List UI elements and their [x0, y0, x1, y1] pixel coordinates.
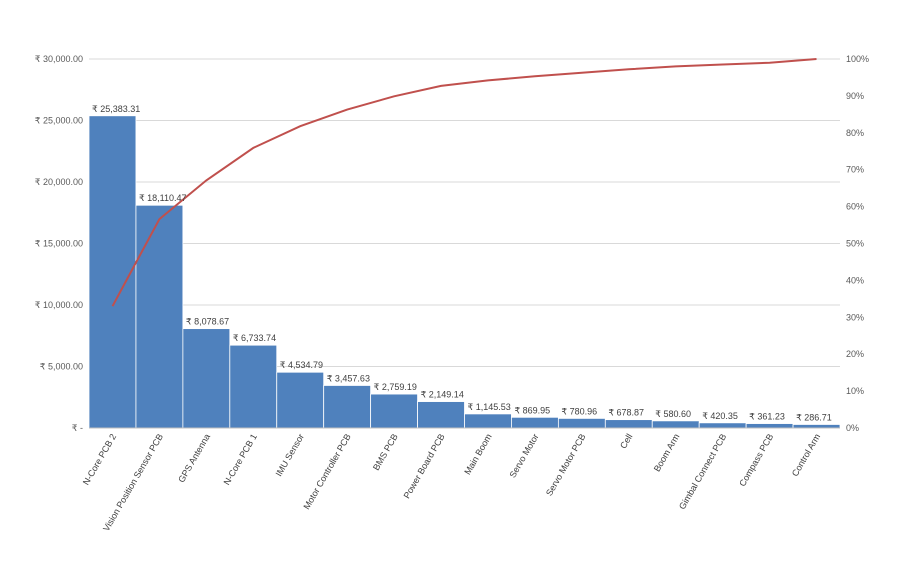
pareto-line-layer — [111, 58, 817, 307]
gridlines — [89, 58, 840, 367]
x-tick-label: IMU Sensor — [274, 432, 306, 478]
bar — [182, 328, 231, 429]
x-tick-label: GPS Antenna — [176, 432, 212, 484]
bar — [417, 401, 465, 429]
bar-data-label: ₹ 2,759.19 — [374, 382, 417, 392]
bar — [698, 422, 747, 429]
x-tick-label: N-Core PCB 2 — [81, 432, 118, 487]
bar-data-label: ₹ 3,457.63 — [327, 373, 370, 383]
y-tick-label: ₹ 10,000.00 — [35, 300, 83, 310]
y2-tick-label: 40% — [846, 275, 864, 285]
y2-tick-label: 60% — [846, 202, 864, 212]
bar — [792, 424, 841, 429]
x-tick-label: Servo Motor PCB — [544, 432, 588, 498]
bar-data-label: ₹ 25,383.31 — [92, 104, 140, 114]
bar — [229, 344, 278, 429]
x-tick-label: Compass PCB — [737, 432, 775, 488]
y2-tick-label: 90% — [846, 91, 864, 101]
y2-tick-label: 10% — [846, 386, 864, 396]
bar — [88, 115, 137, 429]
bar-data-label: ₹ 780.96 — [561, 406, 597, 416]
y2-tick-label: 100% — [846, 54, 869, 64]
x-tick-label: Servo Motor — [507, 432, 540, 479]
bar-data-label: ₹ 6,733.74 — [233, 333, 276, 343]
bar-data-label: ₹ 8,078.67 — [186, 317, 229, 327]
bar — [370, 393, 418, 429]
bar-data-label: ₹ 286.71 — [796, 412, 832, 422]
y2-tick-label: 20% — [846, 349, 864, 359]
bar-data-label: ₹ 420.35 — [702, 411, 738, 421]
bar — [323, 385, 372, 429]
bar — [135, 204, 184, 429]
x-tick-label: Motor Controller PCB — [301, 432, 352, 511]
y2-tick-label: 50% — [846, 239, 864, 249]
bar-data-label: ₹ 361.23 — [749, 412, 785, 422]
bar — [511, 416, 559, 429]
y2-tick-label: 80% — [846, 128, 864, 138]
bar-data-label: ₹ 4,534.79 — [280, 360, 323, 370]
y2-tick-label: 30% — [846, 312, 864, 322]
y-tick-label: ₹ 15,000.00 — [35, 239, 83, 249]
x-tick-label: BMS PCB — [371, 432, 400, 472]
bar — [604, 419, 653, 429]
x-tick-label: N-Core PCB 1 — [222, 432, 259, 487]
y2-tick-label: 70% — [846, 165, 864, 175]
x-tick-label: Gimbal Connect PCB — [677, 432, 728, 511]
bar — [651, 420, 700, 429]
bars — [88, 115, 841, 429]
x-tick-label: Control Arm — [790, 432, 822, 478]
x-tick-label: Main Boom — [462, 432, 493, 476]
x-tick-label: Cell — [618, 432, 634, 450]
bar — [276, 371, 325, 429]
y-tick-label: ₹ 20,000.00 — [35, 177, 83, 187]
bar — [557, 417, 606, 429]
bar-data-label: ₹ 1,145.53 — [468, 402, 511, 412]
bar-data-label: ₹ 18,110.47 — [139, 193, 187, 203]
x-tick-label: Power Board PCB — [402, 432, 447, 500]
y-tick-label: ₹ 25,000.00 — [35, 116, 83, 126]
y-tick-label: ₹ - — [72, 423, 83, 433]
bar-data-label: ₹ 869.95 — [514, 405, 550, 415]
cumulative-percentage-line — [111, 58, 817, 307]
bar-data-label: ₹ 678.87 — [608, 408, 644, 418]
bar — [745, 423, 794, 429]
bar — [464, 413, 512, 429]
y-tick-label: ₹ 30,000.00 — [35, 54, 83, 64]
bar-data-label: ₹ 2,149.14 — [421, 390, 464, 400]
y-tick-label: ₹ 5,000.00 — [40, 362, 83, 372]
bar-data-label: ₹ 580.60 — [655, 409, 691, 419]
y2-tick-label: 0% — [846, 423, 859, 433]
x-tick-label: Boom Arm — [652, 432, 682, 473]
